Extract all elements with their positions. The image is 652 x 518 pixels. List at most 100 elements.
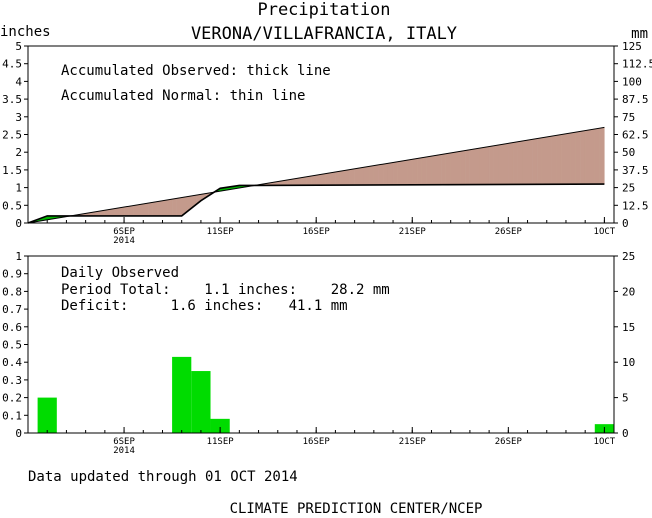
daily-axis-ticks: 00.10.20.30.40.50.60.70.80.9105101520256… [2, 250, 635, 456]
difference-fill-segment [412, 158, 418, 186]
y-tick-label-left: 0.5 [2, 199, 22, 212]
y-tick-label-right: 125 [622, 40, 642, 53]
y-tick-label-left: 0.5 [2, 339, 22, 352]
x-tick-sublabel: 2014 [113, 236, 135, 246]
difference-fill-segment [575, 131, 581, 185]
y-tick-label-left: 0.1 [2, 409, 22, 422]
x-tick-label: 6SEP [113, 437, 135, 447]
difference-fill-segment [546, 135, 552, 185]
y-tick-label-left: 0.6 [2, 321, 22, 334]
difference-fill-segment [493, 144, 499, 185]
y-tick-label-left: 0.4 [2, 356, 22, 369]
chart-title: Precipitation [257, 0, 390, 20]
accumulated-normal-line [27, 126, 605, 224]
difference-fill-segment [359, 167, 365, 186]
difference-fill-segment [527, 139, 533, 185]
difference-fill-segment [388, 162, 394, 186]
y-tick-label-right: 75 [622, 111, 635, 124]
x-tick-sublabel: 2014 [113, 446, 135, 456]
difference-fill-segment [119, 206, 125, 217]
difference-fill-segment [508, 142, 514, 185]
y-tick-label-right: 12.5 [622, 199, 649, 212]
y-tick-label-right: 10 [622, 356, 635, 369]
difference-fill-segment [460, 150, 466, 185]
difference-fill-segment [565, 132, 571, 185]
y-tick-label-left: 2.5 [2, 129, 22, 142]
x-tick-label: 1OCT [594, 227, 616, 237]
difference-fill-segment [450, 151, 456, 185]
difference-fill-segment [128, 205, 134, 217]
difference-fill-segment [445, 152, 451, 185]
difference-fill-segment [426, 155, 432, 185]
difference-fill-segment [455, 151, 461, 185]
difference-fill-segment [440, 153, 447, 185]
y-tick-label-left: 1.5 [2, 164, 22, 177]
difference-fill-segment [551, 135, 557, 185]
difference-fill-segment [498, 143, 504, 185]
difference-fill-segment [594, 127, 600, 185]
difference-fill-segment [397, 160, 403, 186]
difference-fill-segment [580, 130, 586, 185]
difference-fill-segment [469, 148, 475, 185]
difference-fill-segment [340, 170, 346, 186]
difference-fill-segment [364, 166, 370, 186]
x-tick-label: 26SEP [495, 437, 523, 447]
difference-fill-segment [133, 204, 139, 217]
y-tick-label-right: 15 [622, 321, 635, 334]
y-tick-label-left: 0.2 [2, 392, 22, 405]
difference-fill-segment [416, 157, 423, 185]
y-tick-label-right: 100 [622, 75, 642, 88]
difference-fill-segment [354, 167, 360, 186]
difference-fill-segment [536, 137, 543, 185]
difference-fill-segment [176, 197, 182, 217]
difference-fill-segment [431, 155, 437, 185]
y-tick-label-right: 37.5 [622, 164, 649, 177]
difference-fill-segment [315, 174, 322, 186]
difference-fill-segment [522, 139, 528, 185]
difference-fill-segment [532, 138, 538, 185]
x-tick-label: 16SEP [303, 437, 331, 447]
difference-fill-segment [368, 165, 375, 186]
x-tick-label: 11SEP [207, 227, 235, 237]
deficit-label: Deficit: 1.6 inches: 41.1 mm [61, 298, 348, 314]
y-tick-label-right: 25 [622, 250, 635, 263]
y-tick-label-right: 25 [622, 182, 635, 195]
y-tick-label-right: 5 [622, 392, 629, 405]
credit-line: CLIMATE PREDICTION CENTER/NCEP [230, 501, 483, 517]
x-tick-label: 11SEP [207, 437, 235, 447]
daily-bar [191, 371, 211, 433]
difference-fill-segment [517, 140, 523, 185]
difference-fill-segment [402, 159, 408, 186]
daily-observed-label: Daily Observed [61, 265, 179, 281]
difference-fill-segment [392, 161, 399, 186]
difference-fill-segment [349, 168, 355, 186]
difference-fill-segment [474, 147, 480, 185]
y-tick-label-left: 0 [15, 427, 22, 440]
y-tick-label-left: 0.7 [2, 303, 22, 316]
difference-fill-segment [383, 163, 389, 186]
y-tick-label-left: 0.3 [2, 374, 22, 387]
accumulated-panel: 00.511.522.533.544.55012.52537.55062.575… [2, 40, 652, 246]
difference-fill-segment [171, 198, 178, 217]
right-unit-label: mm [631, 26, 648, 42]
difference-fill-segment [143, 202, 149, 217]
y-tick-label-left: 5 [15, 40, 22, 53]
difference-fill-segment [512, 141, 519, 185]
y-tick-label-right: 0 [622, 217, 629, 230]
y-tick-label-left: 3.5 [2, 93, 22, 106]
accumulated-observed-line [27, 183, 605, 224]
y-tick-label-right: 0 [622, 427, 629, 440]
daily-bar [172, 356, 192, 433]
y-tick-label-left: 4 [15, 75, 22, 88]
x-tick-label: 16SEP [303, 227, 331, 237]
daily-bars [37, 356, 614, 433]
difference-fill-segment [138, 203, 144, 217]
y-tick-label-left: 0.9 [2, 268, 22, 281]
difference-fill-segment [436, 154, 442, 185]
difference-fill-segment [123, 206, 130, 217]
difference-fill-segment [599, 127, 605, 185]
difference-fill-segment [306, 175, 312, 186]
y-tick-label-left: 1 [15, 182, 22, 195]
x-tick-label: 1OCT [594, 437, 616, 447]
